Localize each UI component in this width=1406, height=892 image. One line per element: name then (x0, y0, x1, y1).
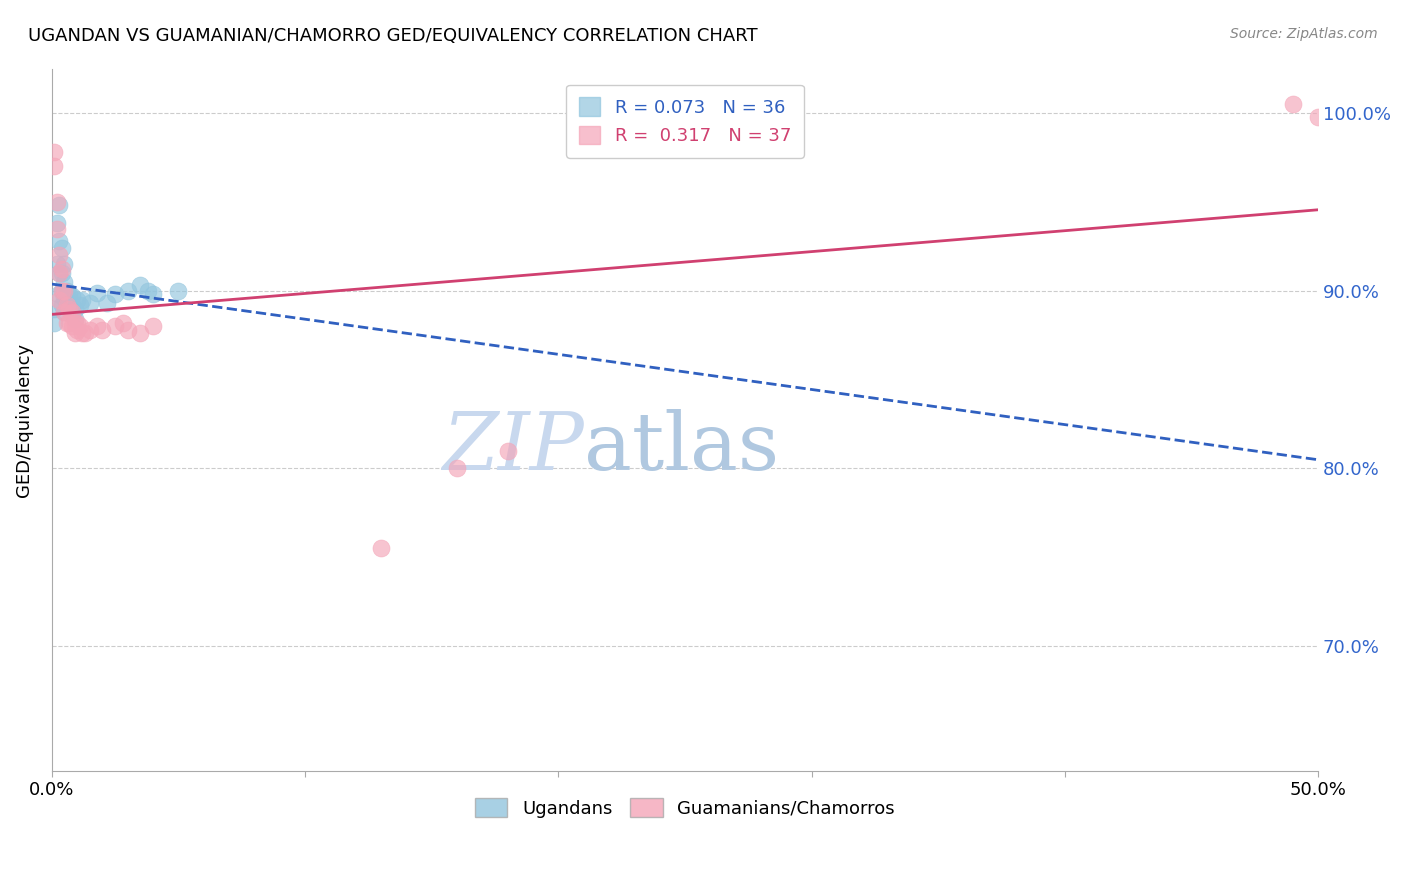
Point (48, 248, 70, 262)
Point (53, 284, 76, 298)
Point (48, 266, 70, 280)
Point (53, 257, 76, 271)
Point (48, 234, 70, 248)
Point (60, 319, 83, 334)
Point (111, 316, 134, 330)
Point (56, 284, 79, 298)
Point (66, 293, 89, 307)
Point (45, 194, 67, 209)
Point (79, 296, 101, 310)
Text: atlas: atlas (583, 409, 779, 487)
Point (69, 319, 91, 334)
Point (51, 266, 73, 280)
Point (142, 287, 165, 301)
Point (70, 326, 93, 341)
Point (53, 305, 76, 319)
Point (56, 298, 79, 312)
Point (60, 305, 83, 319)
Point (44, 301, 66, 316)
Point (73, 326, 96, 341)
Point (104, 287, 127, 301)
Point (1308, 110, 1330, 124)
Point (51, 262, 73, 277)
Point (53, 291, 76, 305)
Point (44, 145, 66, 159)
Point (58, 301, 80, 316)
Point (51, 241, 73, 255)
Point (58, 316, 80, 330)
Point (51, 284, 73, 298)
Point (63, 316, 86, 330)
Point (446, 461, 468, 475)
Point (66, 316, 89, 330)
Point (91, 323, 114, 337)
Point (60, 298, 83, 312)
Point (63, 301, 86, 316)
Text: ZIP: ZIP (441, 409, 583, 486)
Point (63, 312, 86, 326)
Point (70, 293, 93, 307)
Point (45, 221, 67, 235)
Point (69, 298, 91, 312)
Point (45, 216, 67, 230)
Point (45, 257, 67, 271)
Point (496, 443, 519, 458)
Point (60, 289, 83, 303)
Text: UGANDAN VS GUAMANIAN/CHAMORRO GED/EQUIVALENCY CORRELATION CHART: UGANDAN VS GUAMANIAN/CHAMORRO GED/EQUIVA… (28, 27, 758, 45)
Point (142, 319, 165, 334)
Point (1281, 97, 1303, 112)
Point (48, 287, 70, 301)
Point (104, 319, 127, 334)
Point (48, 266, 70, 280)
Point (44, 159, 66, 173)
Point (56, 316, 79, 330)
Point (66, 323, 89, 337)
Point (48, 198, 70, 212)
Legend: Ugandans, Guamanians/Chamorros: Ugandans, Guamanians/Chamorros (468, 791, 903, 825)
Point (58, 287, 80, 301)
Text: Source: ZipAtlas.com: Source: ZipAtlas.com (1230, 27, 1378, 41)
Point (86, 319, 108, 334)
Point (53, 305, 76, 319)
Point (79, 323, 101, 337)
Point (48, 293, 70, 307)
Point (58, 296, 80, 310)
Point (136, 284, 159, 298)
Point (117, 323, 139, 337)
Point (63, 326, 86, 341)
Point (53, 275, 76, 289)
Point (370, 541, 392, 556)
Point (86, 285, 108, 300)
Point (44, 316, 66, 330)
Point (129, 326, 152, 341)
Point (51, 284, 73, 298)
Point (167, 284, 190, 298)
Point (117, 284, 139, 298)
Point (129, 278, 152, 293)
Point (51, 298, 73, 312)
Point (56, 296, 79, 310)
Point (96, 296, 118, 310)
Y-axis label: GED/Equivalency: GED/Equivalency (15, 343, 32, 497)
